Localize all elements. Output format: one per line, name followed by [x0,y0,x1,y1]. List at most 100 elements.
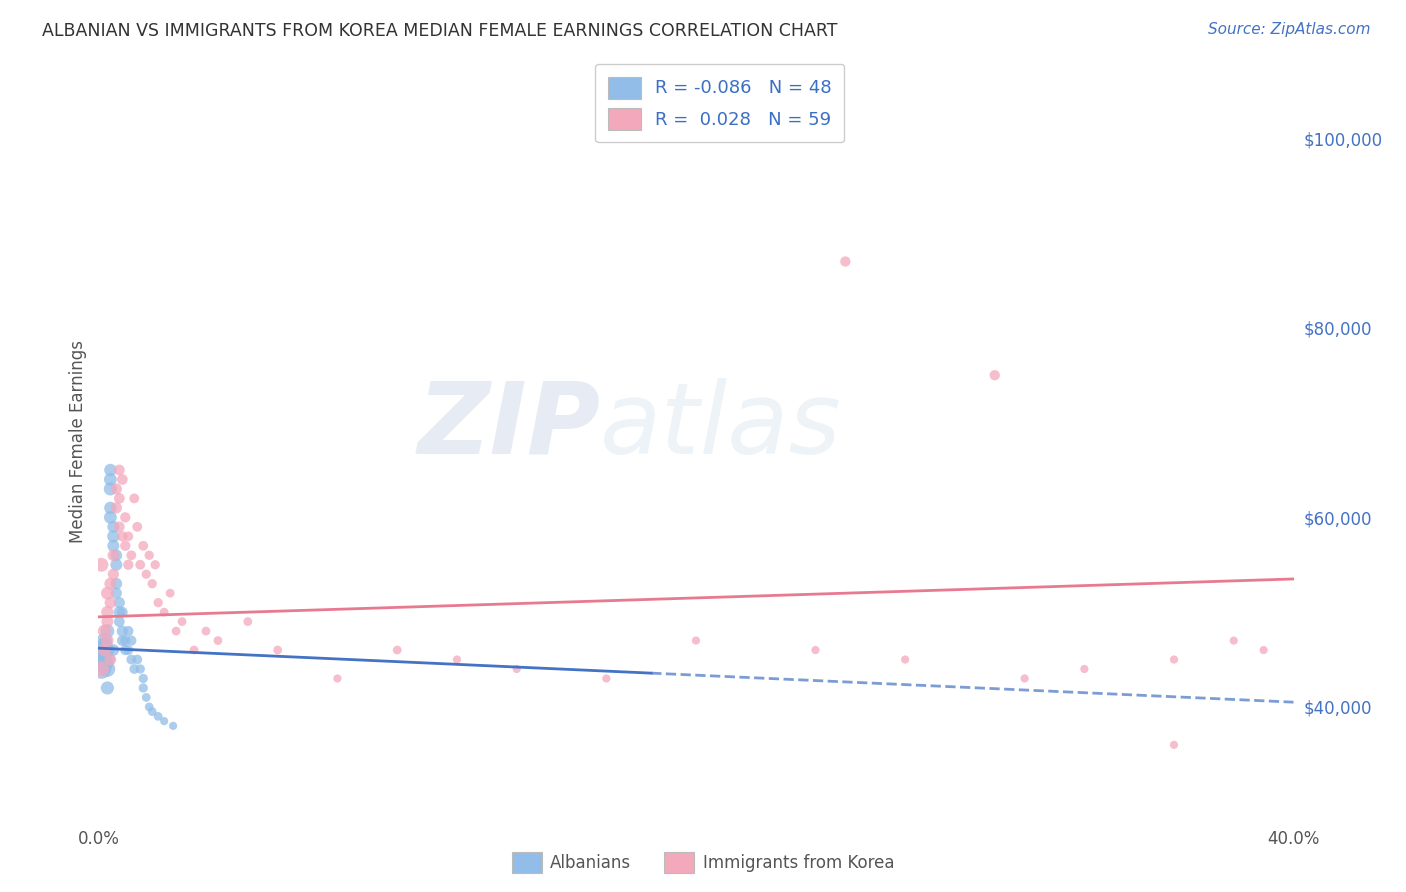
Point [114,510,136,524]
Point [96,633,118,648]
Point [98,576,122,591]
Point [804,643,827,657]
Point [90,662,112,676]
Point [105,482,128,496]
Point [165,624,187,639]
Point [96,624,118,639]
Point [132,681,155,695]
Point [98,510,122,524]
Text: ZIP: ZIP [418,378,600,475]
Point [105,558,128,572]
Point [96,681,118,695]
Point [506,662,529,676]
Point [1223,633,1246,648]
Point [93,648,115,662]
Point [98,482,122,496]
Point [129,558,152,572]
Point [93,657,115,672]
Point [834,254,856,268]
Point [1073,662,1095,676]
Point [1253,643,1275,657]
Point [108,491,131,506]
Point [117,529,139,543]
Point [108,463,131,477]
Point [138,548,160,563]
Point [96,662,118,676]
Point [105,576,128,591]
Point [124,662,146,676]
Point [96,605,118,619]
Point [103,548,125,563]
Legend: Albanians, Immigrants from Korea: Albanians, Immigrants from Korea [505,846,901,880]
Point [172,615,194,629]
Point [195,624,218,639]
Point [93,624,115,639]
Point [114,633,136,648]
Point [90,662,112,676]
Point [108,596,131,610]
Point [120,548,142,563]
Point [103,539,125,553]
Point [96,586,118,600]
Point [159,586,181,600]
Point [135,567,157,582]
Point [120,633,142,648]
Point [135,690,157,705]
Text: Source: ZipAtlas.com: Source: ZipAtlas.com [1208,22,1371,37]
Point [90,652,112,666]
Point [98,463,122,477]
Point [894,652,917,666]
Point [1163,652,1185,666]
Point [98,473,122,487]
Point [93,633,115,648]
Point [105,500,128,515]
Point [108,615,131,629]
Point [105,548,128,563]
Text: atlas: atlas [600,378,842,475]
Point [114,643,136,657]
Point [141,576,163,591]
Point [111,605,134,619]
Point [103,529,125,543]
Point [129,662,152,676]
Point [148,709,170,723]
Point [96,615,118,629]
Point [153,605,176,619]
Point [267,643,290,657]
Point [111,529,134,543]
Point [103,520,125,534]
Point [90,558,112,572]
Point [120,652,142,666]
Point [127,520,149,534]
Point [111,473,134,487]
Point [90,643,112,657]
Point [236,615,259,629]
Point [103,567,125,582]
Point [108,520,131,534]
Point [183,643,205,657]
Point [111,624,134,639]
Point [446,652,468,666]
Point [117,624,139,639]
Text: ALBANIAN VS IMMIGRANTS FROM KOREA MEDIAN FEMALE EARNINGS CORRELATION CHART: ALBANIAN VS IMMIGRANTS FROM KOREA MEDIAN… [42,22,838,40]
Point [103,643,125,657]
Point [93,638,115,652]
Point [93,643,115,657]
Point [127,652,149,666]
Point [138,699,160,714]
Legend: R = -0.086   N = 48, R =  0.028   N = 59: R = -0.086 N = 48, R = 0.028 N = 59 [596,64,844,142]
Point [96,652,118,666]
Point [1163,738,1185,752]
Point [143,558,166,572]
Point [132,672,155,686]
Point [98,500,122,515]
Point [98,596,122,610]
Point [108,605,131,619]
Point [141,705,163,719]
Point [326,672,349,686]
Point [153,714,176,728]
Point [207,633,229,648]
Point [124,491,146,506]
Point [385,643,409,657]
Point [162,719,184,733]
